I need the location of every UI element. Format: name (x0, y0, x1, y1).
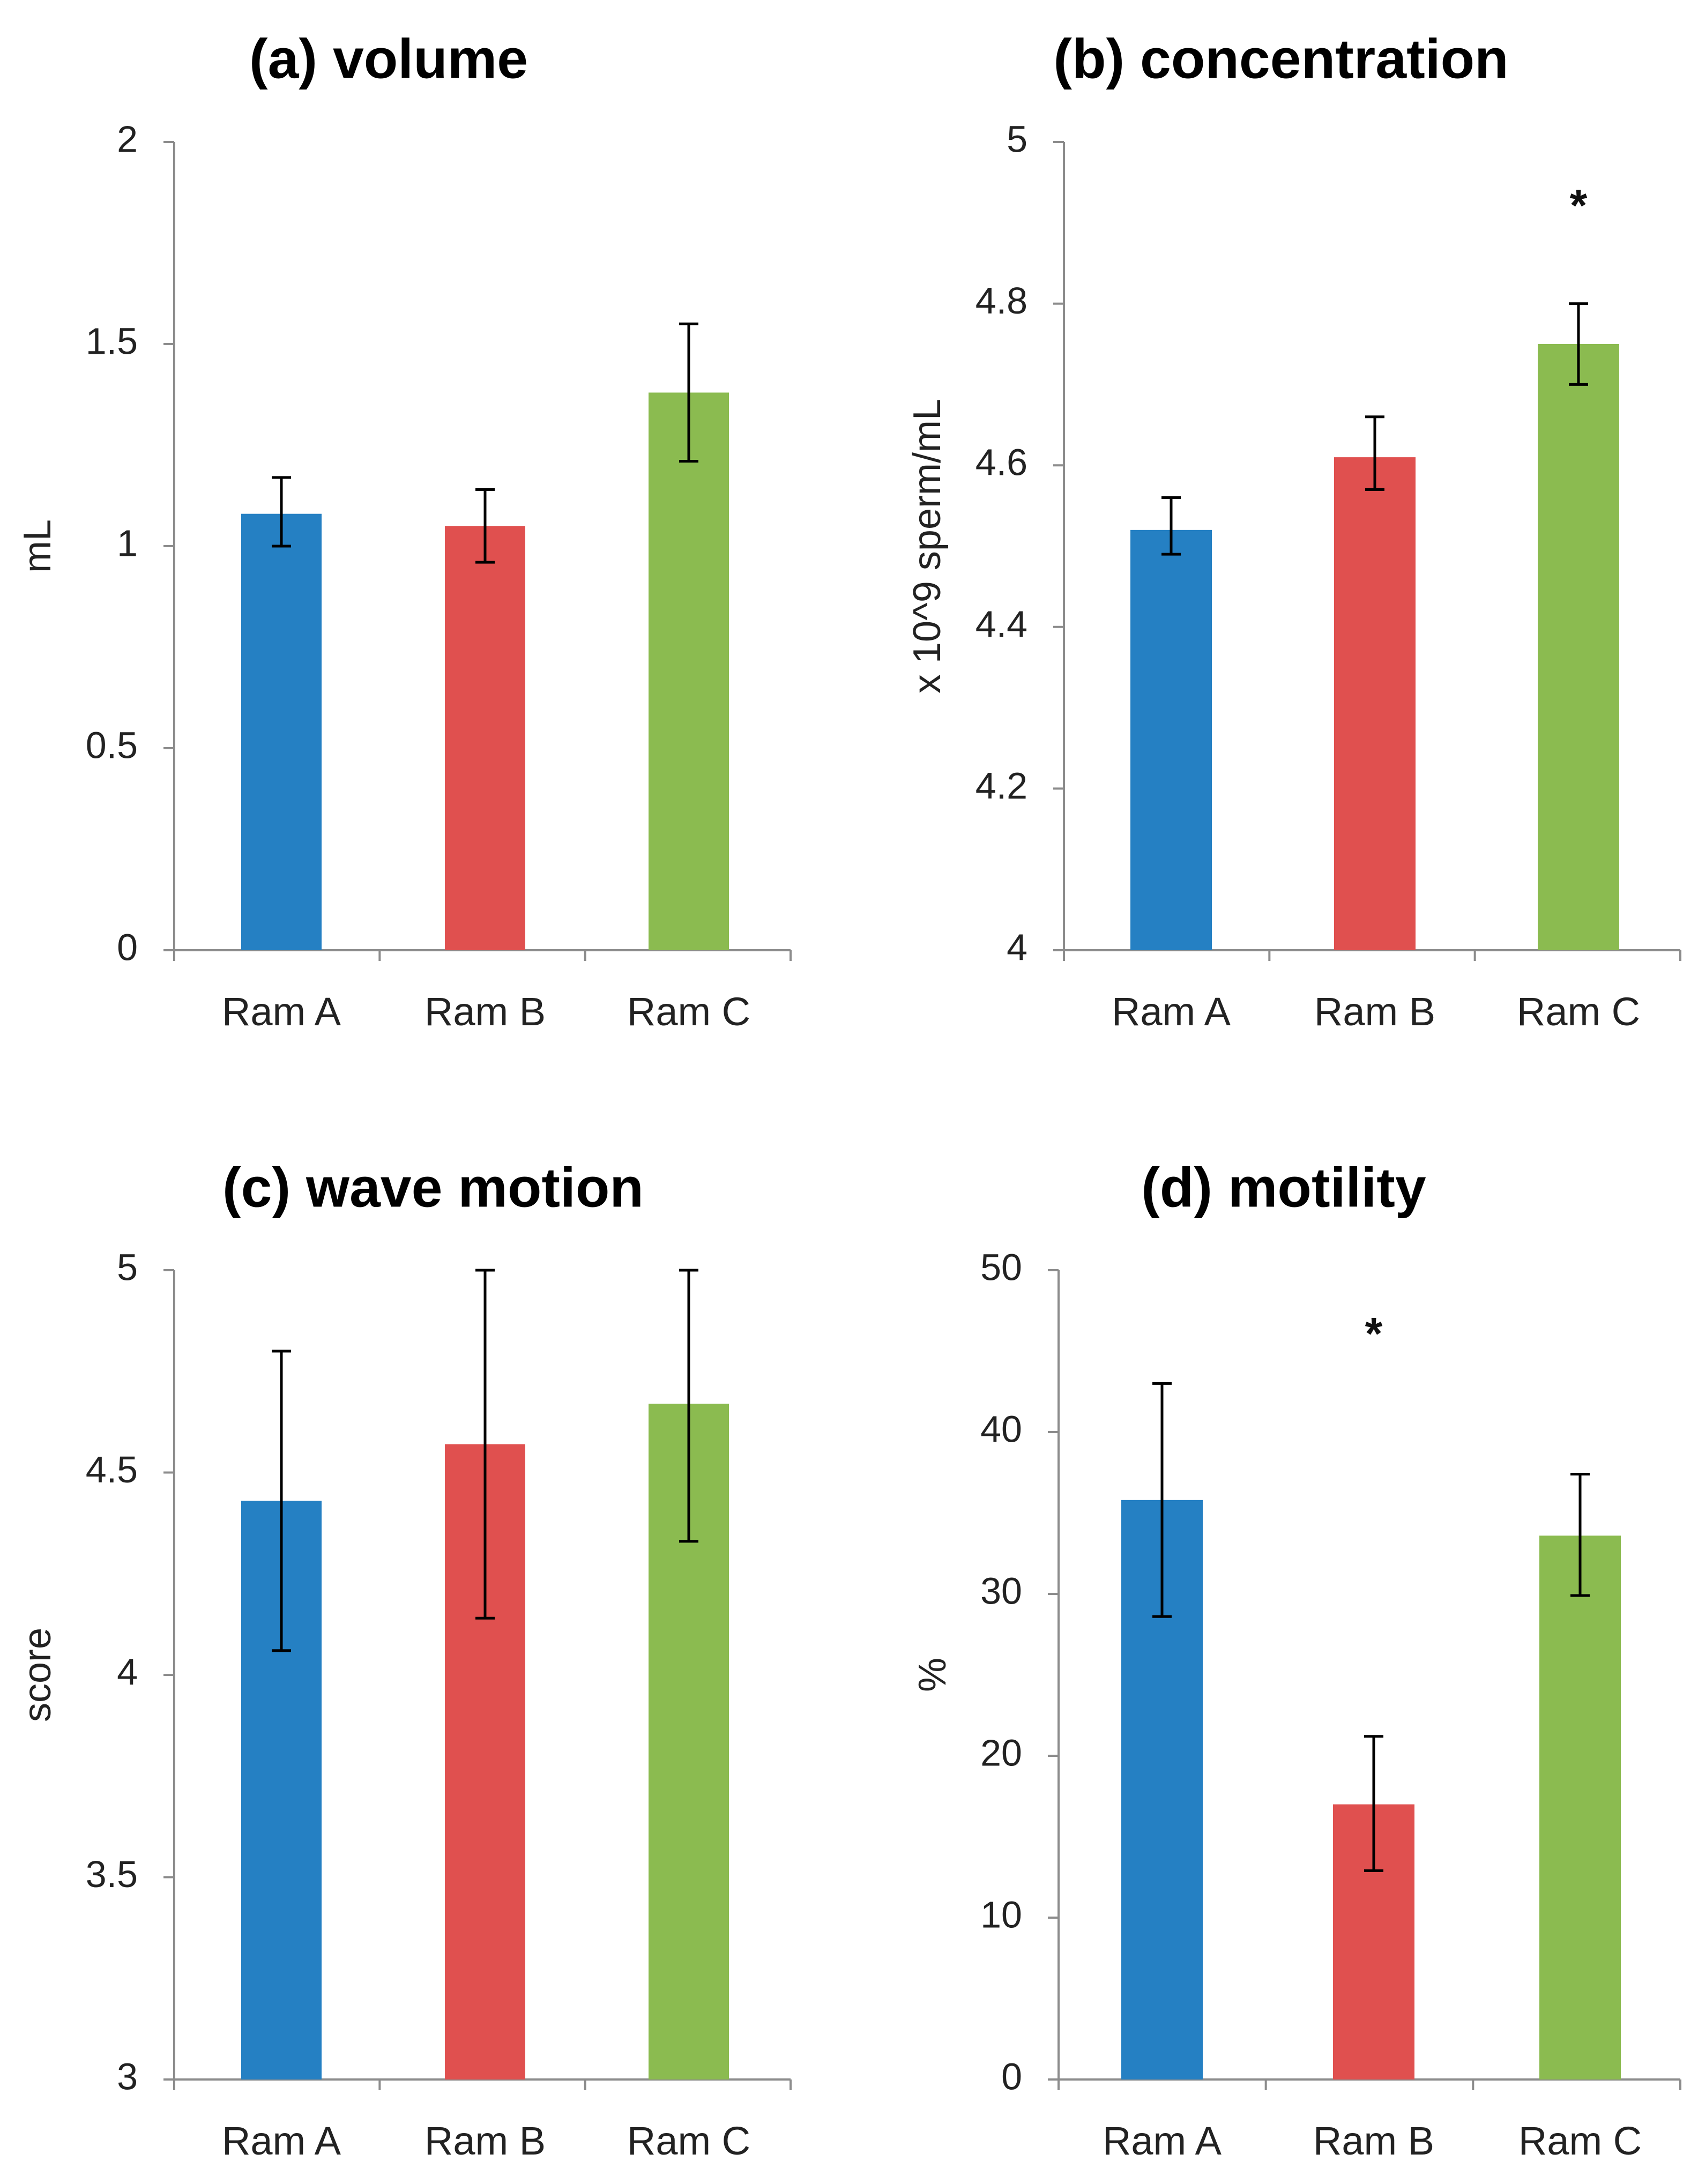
x-category-label: Ram B (424, 2119, 546, 2163)
bar-ram-a (1130, 530, 1212, 950)
significance-asterisk: * (1570, 180, 1588, 230)
y-axis-label: score (16, 1628, 59, 1722)
y-tick-label: 1 (117, 522, 138, 564)
y-tick-label: 4 (117, 1651, 138, 1693)
chart-panel-3: (c) wave motion score 3 3.5 4 4.5 5 Ram A Ram B R… (16, 1157, 792, 2163)
y-tick-label: 10 (980, 1894, 1022, 1935)
y-tick-label: 4.2 (975, 765, 1027, 807)
chart-title: (b) concentration (1053, 28, 1508, 90)
bar-ram-b (1334, 457, 1416, 950)
y-tick-label: 4 (1007, 926, 1027, 968)
y-axis-label: % (911, 1658, 954, 1692)
x-category-label: Ram A (222, 989, 341, 1034)
x-category-label: Ram B (424, 989, 546, 1034)
x-category-label: Ram C (1517, 989, 1640, 1034)
y-axis-label: x 10^9 sperm/mL (906, 399, 949, 694)
x-category-label: Ram C (1518, 2119, 1642, 2163)
y-tick-label: 5 (117, 1246, 138, 1288)
y-tick-label: 2 (117, 118, 138, 160)
bar-ram-c (1538, 344, 1619, 950)
y-tick-label: 3.5 (86, 1853, 138, 1895)
y-tick-label: 50 (980, 1246, 1022, 1288)
y-tick-label: 0 (117, 926, 138, 968)
y-axis-label: mL (16, 519, 59, 573)
y-tick-label: 20 (980, 1732, 1022, 1773)
y-tick-label: 4.4 (975, 603, 1027, 645)
y-tick-label: 30 (980, 1570, 1022, 1612)
chart-title: (d) motility (1141, 1157, 1426, 1219)
chart-title: (c) wave motion (222, 1157, 644, 1219)
y-tick-label: 4.5 (86, 1449, 138, 1490)
chart-title: (a) volume (249, 28, 528, 90)
chart-panel-2: (b) concentration x 10^9 sperm/mL 4 4.2 4.4 4… (906, 28, 1681, 1034)
y-tick-label: 0 (1001, 2055, 1022, 2097)
y-tick-label: 0.5 (86, 724, 138, 766)
x-category-label: Ram C (627, 2119, 750, 2163)
bar-ram-a (241, 513, 322, 950)
y-tick-label: 1.5 (86, 320, 138, 362)
x-category-label: Ram B (1314, 989, 1435, 1034)
bar-ram-c (649, 392, 729, 950)
y-tick-label: 4.8 (975, 280, 1027, 322)
bar-ram-c (1539, 1535, 1621, 2079)
y-tick-label: 3 (117, 2055, 138, 2097)
y-tick-label: 5 (1007, 118, 1027, 160)
significance-asterisk: * (1365, 1308, 1383, 1359)
chart-panel-1: (a) volume mL 0 0.5 1 1.5 2 Ram A Ram B Ram C (16, 28, 792, 1034)
x-category-label: Ram A (1103, 2119, 1222, 2163)
bar-ram-b (445, 526, 525, 950)
x-category-label: Ram B (1313, 2119, 1434, 2163)
y-tick-label: 40 (980, 1408, 1022, 1450)
chart-panel-4: (d) motility% 0 10 20 30 40 50 Ram A Ram B Ram C * (911, 1157, 1681, 2163)
x-category-label: Ram A (1112, 989, 1231, 1034)
y-tick-label: 4.6 (975, 442, 1027, 483)
x-category-label: Ram C (627, 989, 750, 1034)
x-category-label: Ram A (222, 2119, 341, 2163)
